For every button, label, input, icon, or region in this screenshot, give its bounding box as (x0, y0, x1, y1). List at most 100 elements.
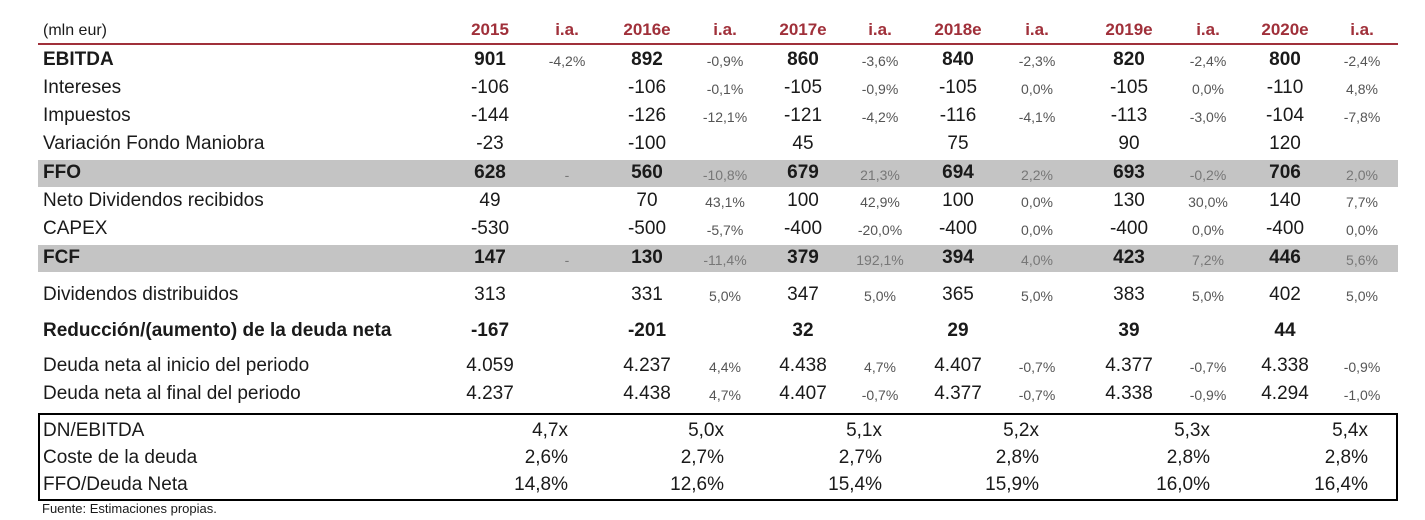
ratio-label: FFO/Deuda Neta (43, 474, 188, 495)
value-cell: -105 (938, 77, 978, 98)
value-cell: 90 (1118, 133, 1140, 154)
unit-label: (mln eur) (43, 22, 108, 39)
value-cell: -104 (1265, 105, 1305, 126)
value-cell: 394 (942, 247, 974, 268)
table-row: Neto Dividendos recibidos 49 70 43,1% 100 42,… (38, 190, 1398, 212)
value-cell: 4.237 (466, 383, 514, 404)
ratio-value: 5,2x (1003, 420, 1039, 441)
value-cell: -167 (470, 320, 510, 341)
col-ia-2: i.a. (713, 20, 737, 39)
col-ia-3: i.a. (868, 20, 892, 39)
table-row: EBITDA 901 -4,2% 892 -0,9% 860 -3,6% 840 -2,3% 82… (38, 49, 1398, 71)
growth-cell: 7,7% (1346, 194, 1378, 210)
value-cell: -400 (1109, 218, 1149, 239)
growth-cell: 5,0% (1346, 288, 1378, 304)
growth-cell: -0,9% (1189, 387, 1227, 403)
value-cell: 901 (474, 49, 506, 70)
value-cell: 820 (1113, 49, 1145, 70)
row-label: Variación Fondo Maniobra (43, 133, 265, 154)
growth-cell: -0,9% (861, 81, 899, 97)
growth-cell: -0,9% (706, 53, 744, 69)
ratio-row: FFO/Deuda Neta 14,8% 12,6% 15,4% 15,9% 16,0% 1… (38, 474, 1398, 496)
growth-cell: -2,4% (1189, 53, 1227, 69)
growth-cell: -4,2% (861, 109, 899, 125)
value-cell: 4.377 (934, 383, 982, 404)
growth-cell: -4,1% (1018, 109, 1056, 125)
growth-cell: -12,1% (702, 109, 748, 125)
value-cell: 4.407 (934, 355, 982, 376)
value-cell: 679 (787, 162, 819, 183)
value-cell: 147 (474, 247, 506, 268)
value-cell: -400 (783, 218, 823, 239)
value-cell: 45 (792, 133, 814, 154)
value-cell: -121 (783, 105, 823, 126)
growth-cell: 21,3% (860, 167, 900, 183)
row-label: EBITDA (43, 49, 114, 70)
value-cell: 4.438 (779, 355, 827, 376)
value-cell: -400 (938, 218, 978, 239)
col-ia-5: i.a. (1196, 20, 1220, 39)
row-label: FFO (43, 162, 81, 183)
value-cell: -113 (1110, 105, 1148, 126)
col-2016e: 2016e (623, 20, 671, 39)
table-row: Intereses -106 -106 -0,1% -105 -0,9% -105 0,0% -… (38, 77, 1398, 99)
ratio-label: Coste de la deuda (43, 447, 198, 468)
growth-cell: 0,0% (1192, 222, 1224, 238)
value-cell: 402 (1269, 284, 1301, 305)
ratio-value: 15,4% (828, 474, 882, 495)
growth-cell: 5,0% (1192, 288, 1224, 304)
value-cell: -126 (627, 105, 667, 126)
table-row: Deuda neta al final del periodo 4.237 4.43… (38, 383, 1398, 405)
value-cell: -105 (783, 77, 823, 98)
value-cell: 4.438 (623, 383, 671, 404)
value-cell: -116 (939, 105, 977, 126)
table-row: Reducción/(aumento) de la deuda neta -167… (38, 320, 1398, 342)
row-label: Deuda neta al final del periodo (43, 383, 301, 404)
growth-cell: -0,9% (1343, 359, 1381, 375)
value-cell: 331 (631, 284, 663, 305)
header-row: (mln eur) 2015 i.a. 2016e i.a. 2017e i.a… (38, 20, 1398, 42)
value-cell: 706 (1269, 162, 1301, 183)
value-cell: 4.377 (1105, 355, 1153, 376)
value-cell: 4.338 (1261, 355, 1309, 376)
ratio-value: 5,1x (846, 420, 882, 441)
ratio-value: 2,7% (838, 447, 882, 468)
value-cell: 423 (1113, 247, 1145, 268)
value-cell: 628 (474, 162, 506, 183)
table-row: FCF 147 - 130 -11,4% 379 192,1% 394 4,0% 423 7,2% 4… (38, 245, 1398, 272)
growth-cell: -3,0% (1189, 109, 1227, 125)
growth-cell: -0,7% (1189, 359, 1227, 375)
source-note: Fuente: Estimaciones propias. (42, 501, 217, 516)
ratio-value: 16,4% (1314, 474, 1368, 495)
table-row: FFO 628 - 560 -10,8% 679 21,3% 694 2,2% 693 -0,2% 7… (38, 160, 1398, 187)
value-cell: 75 (947, 133, 969, 154)
col-2019e: 2019e (1105, 20, 1153, 39)
ratio-value: 2,7% (680, 447, 724, 468)
ratio-value: 16,0% (1156, 474, 1210, 495)
value-cell: 140 (1269, 190, 1301, 211)
growth-cell: 2,0% (1346, 167, 1378, 183)
value-cell: 4.294 (1261, 383, 1309, 404)
ratio-value: 15,9% (985, 474, 1039, 495)
value-cell: 29 (947, 320, 969, 341)
table-row: Impuestos -144 -126 -12,1% -121 -4,2% -116 -4,1… (38, 105, 1398, 127)
value-cell: 120 (1269, 133, 1301, 154)
row-label: Impuestos (43, 105, 131, 126)
ratio-value: 5,4x (1332, 420, 1368, 441)
row-label: Reducción/(aumento) de la deuda neta (43, 320, 392, 341)
ratios-box (38, 413, 1398, 501)
ratio-value: 12,6% (670, 474, 724, 495)
value-cell: 446 (1269, 247, 1301, 268)
value-cell: 379 (787, 247, 819, 268)
growth-cell: - (564, 167, 570, 183)
value-cell: 44 (1274, 320, 1296, 341)
value-cell: -105 (1109, 77, 1149, 98)
col-2018e: 2018e (934, 20, 982, 39)
growth-cell: 42,9% (860, 194, 900, 210)
value-cell: 892 (631, 49, 663, 70)
value-cell: 70 (636, 190, 658, 211)
value-cell: 130 (1113, 190, 1145, 211)
value-cell: -106 (627, 77, 667, 98)
row-label: Intereses (43, 77, 122, 98)
ratio-value: 2,6% (524, 447, 568, 468)
